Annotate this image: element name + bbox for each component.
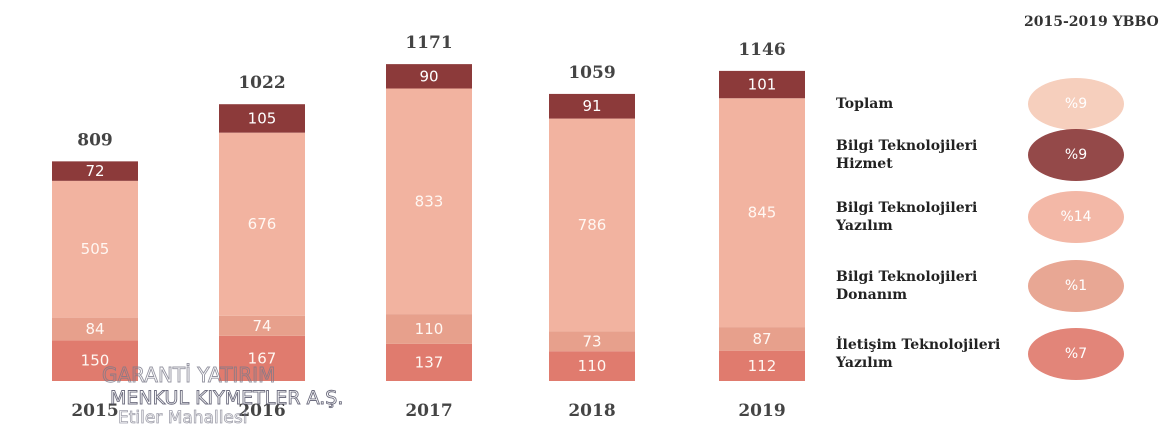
total-label: 1059 <box>568 63 615 83</box>
x-tick-label: 2015 <box>71 401 118 421</box>
data-label: 150 <box>81 352 110 370</box>
legend-item-total: Toplam %9 <box>836 76 1166 132</box>
legend-label-line: Yazılım <box>836 218 893 234</box>
data-label: 74 <box>252 317 271 335</box>
total-label: 809 <box>77 130 113 150</box>
data-label: 110 <box>578 357 607 375</box>
legend-bubble-it-software: %14 <box>1028 191 1124 243</box>
legend-label-it-hardware: Bilgi Teknolojileri Donanım <box>836 258 1024 314</box>
data-label: 105 <box>248 109 277 127</box>
x-tick-label: 2016 <box>238 401 285 421</box>
bar-segment <box>386 64 472 89</box>
bar-segment <box>719 350 805 381</box>
legend-item-it-services: Bilgi Teknolojileri Hizmet %9 <box>836 127 1166 183</box>
x-tick-label: 2019 <box>738 401 785 421</box>
legend-item-it-software: Bilgi Teknolojileri Yazılım %14 <box>836 189 1166 245</box>
bar-segment <box>549 331 635 352</box>
data-label: 73 <box>582 332 601 350</box>
bar-segment <box>219 132 305 316</box>
data-label: 87 <box>752 330 771 348</box>
data-label: 505 <box>81 240 110 258</box>
legend-label-it-software: Bilgi Teknolojileri Yazılım <box>836 189 1024 245</box>
total-label: 1022 <box>238 73 285 93</box>
bar-segment <box>386 88 472 315</box>
total-label: 1171 <box>405 33 452 53</box>
bar-segment <box>52 340 138 381</box>
legend-label-line: Bilgi Teknolojileri <box>836 138 978 154</box>
x-tick-label: 2017 <box>405 401 452 421</box>
legend-label-line: Donanım <box>836 287 908 303</box>
data-label: 676 <box>248 215 277 233</box>
bar-segment <box>549 93 635 119</box>
bar-segment <box>386 314 472 344</box>
data-label: 110 <box>415 320 444 338</box>
x-tick-label: 2018 <box>568 401 615 421</box>
bar-segment <box>52 180 138 318</box>
bar-segment <box>719 327 805 351</box>
data-label: 101 <box>748 76 777 94</box>
legend-label-total: Toplam <box>836 76 1024 132</box>
legend-item-comm-software: İletişim Teknolojileri Yazılım %7 <box>836 326 1166 382</box>
bar-segment <box>549 118 635 332</box>
data-label: 72 <box>85 162 104 180</box>
data-label: 137 <box>415 353 444 371</box>
legend-label-line: Bilgi Teknolojileri <box>836 269 978 285</box>
bar-segment <box>386 343 472 381</box>
legend-label-line: Bilgi Teknolojileri <box>836 200 978 216</box>
bar-segment <box>719 70 805 99</box>
bar-segment <box>219 335 305 381</box>
data-label: 167 <box>248 349 277 367</box>
bar-segment <box>219 315 305 336</box>
bar-segment <box>219 104 305 133</box>
legend-label-line: Yazılım <box>836 355 893 371</box>
legend-label-comm-software: İletişim Teknolojileri Yazılım <box>836 326 1024 382</box>
bar-segment <box>52 317 138 341</box>
data-label: 84 <box>85 320 104 338</box>
data-label: 786 <box>578 216 607 234</box>
bar-segment <box>549 351 635 381</box>
legend-label-text: Toplam <box>836 96 894 112</box>
legend-item-it-hardware: Bilgi Teknolojileri Donanım %1 <box>836 258 1166 314</box>
data-label: 845 <box>748 204 777 222</box>
legend-label-line: İletişim Teknolojileri <box>836 337 1001 353</box>
bar-segment <box>52 161 138 181</box>
total-label: 1146 <box>738 40 785 60</box>
bar-segment <box>719 98 805 328</box>
legend-header: 2015-2019 YBBO <box>1024 14 1159 30</box>
data-label: 91 <box>582 97 601 115</box>
data-label: 112 <box>748 357 777 375</box>
legend-label-line: Hizmet <box>836 156 893 172</box>
legend-bubble-it-hardware: %1 <box>1028 260 1124 312</box>
data-label: 90 <box>419 67 438 85</box>
legend-bubble-it-services: %9 <box>1028 129 1124 181</box>
legend-bubble-comm-software: %7 <box>1028 328 1124 380</box>
legend-bubble-total: %9 <box>1028 78 1124 130</box>
data-label: 833 <box>415 192 444 210</box>
legend-label-it-services: Bilgi Teknolojileri Hizmet <box>836 127 1024 183</box>
